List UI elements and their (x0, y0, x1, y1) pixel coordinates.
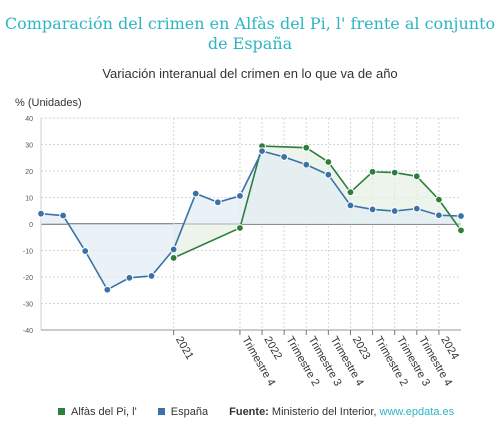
y-tick-label: 10 (25, 196, 33, 203)
data-point[interactable] (125, 273, 134, 282)
data-point[interactable] (169, 254, 178, 262)
data-point[interactable] (280, 153, 289, 161)
data-point[interactable] (412, 172, 421, 181)
data-point[interactable] (59, 211, 68, 220)
data-point[interactable] (434, 195, 443, 204)
source-note: Fuente: Ministerio del Interior, www.epd… (229, 406, 454, 418)
data-point[interactable] (390, 168, 399, 177)
data-point[interactable] (191, 189, 200, 198)
y-tick-label: 0 (29, 222, 33, 229)
chart-title: Comparación del crimen en Alfàs del Pi, … (4, 14, 496, 53)
y-tick-label: -10 (23, 249, 33, 256)
data-point[interactable] (147, 272, 156, 280)
y-axis-label: % (Unidades) (15, 97, 82, 109)
legend-item-espana[interactable]: España (157, 406, 211, 418)
source-text: Ministerio del Interior, (271, 406, 377, 418)
y-axis-ticks: -40 -30 -20 -10 0 10 20 30 40 (23, 116, 33, 335)
data-point[interactable] (346, 201, 355, 210)
y-tick-label: -20 (23, 275, 33, 282)
data-point[interactable] (434, 211, 443, 220)
data-point[interactable] (258, 147, 266, 156)
legend-label-alfas: Alfàs del Pi, l' (71, 406, 137, 418)
x-tick-label: 2022 (261, 335, 284, 362)
data-point[interactable] (412, 204, 421, 213)
data-point[interactable] (213, 198, 222, 207)
data-point[interactable] (390, 207, 399, 215)
data-point[interactable] (324, 170, 333, 179)
source-label: Fuente: (229, 406, 269, 418)
y-tick-label: -30 (23, 302, 33, 309)
data-point[interactable] (103, 285, 112, 294)
legend-item-alfas[interactable]: Alfàs del Pi, l' (58, 406, 140, 418)
series-points (37, 142, 465, 294)
data-point[interactable] (302, 160, 311, 169)
data-point[interactable] (236, 224, 244, 232)
data-point[interactable] (302, 143, 311, 152)
data-point[interactable] (368, 167, 377, 176)
data-point[interactable] (346, 188, 355, 197)
series-areas (41, 146, 461, 290)
legend-label-espana: España (170, 406, 209, 418)
data-point[interactable] (457, 212, 465, 220)
legend-swatch-espana (157, 408, 165, 415)
data-point[interactable] (324, 158, 333, 166)
y-tick-label: -40 (23, 328, 33, 335)
x-tick-label: 2023 (350, 335, 373, 362)
chart-subtitle: Variación interanual del crimen en lo qu… (102, 66, 398, 81)
y-tick-label: 40 (25, 116, 33, 123)
x-tick-label: 2024 (438, 335, 461, 362)
series-area-1 (41, 151, 461, 290)
data-point[interactable] (37, 209, 45, 218)
y-tick-label: 30 (25, 143, 33, 150)
source-link[interactable]: www.epdata.es (379, 406, 455, 418)
y-tick-label: 20 (25, 169, 33, 176)
chart-legend: Alfàs del Pi, l' España Fuente: Minister… (58, 406, 454, 418)
data-point[interactable] (236, 192, 244, 200)
x-tick-label: 2021 (173, 335, 196, 362)
data-point[interactable] (81, 247, 90, 255)
data-point[interactable] (368, 205, 377, 214)
legend-swatch-alfas (58, 408, 65, 415)
data-point[interactable] (457, 226, 465, 235)
data-point[interactable] (169, 245, 178, 254)
